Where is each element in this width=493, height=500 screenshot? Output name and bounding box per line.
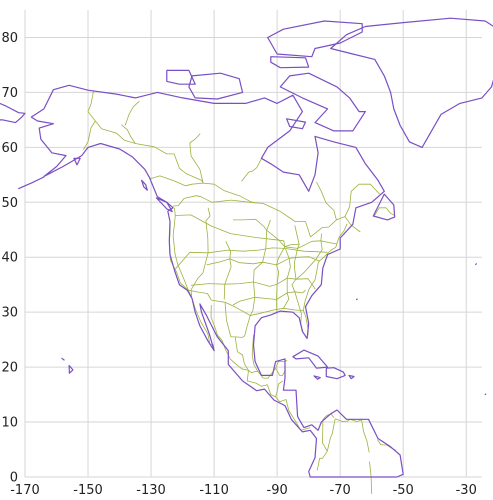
coastline-vancouver-island <box>155 197 173 213</box>
road-alaska-highway <box>94 120 204 184</box>
road-dalton-parks <box>87 91 96 141</box>
road-i-25 <box>223 241 232 300</box>
road-guatemala-belize <box>275 380 284 397</box>
x-tick-label: -50 <box>393 483 414 498</box>
gridlines <box>24 10 482 478</box>
coastline-newfoundland <box>372 193 396 221</box>
road-newfoundland-tch <box>374 207 395 216</box>
road-us-101 <box>168 223 189 291</box>
coastline-banks-island <box>166 69 196 85</box>
coastline-azores-dot <box>475 263 477 265</box>
coastline-jamaica <box>313 375 321 380</box>
x-tick-label: -90 <box>267 483 288 498</box>
road-brazil-north <box>369 461 373 495</box>
coastline-victoria-island <box>188 72 244 100</box>
road-quebec-north <box>316 181 337 221</box>
x-tick-label: -150 <box>73 483 103 498</box>
coastline-southampton-island <box>286 118 307 130</box>
road-i-65 <box>283 248 291 309</box>
road-i-40 <box>191 277 316 290</box>
y-tick-label: 80 <box>1 31 18 46</box>
x-tick-label: -70 <box>330 483 351 498</box>
road-labrador <box>344 183 380 217</box>
road-dempster <box>124 100 140 126</box>
road-i-81 <box>296 233 323 280</box>
y-tick-label: 40 <box>1 251 18 266</box>
road-mex-gulf <box>251 334 288 379</box>
coastline-baffin-island <box>279 72 366 132</box>
road-i-10 <box>188 289 304 316</box>
road-i-94 <box>233 218 300 248</box>
road-i-90 <box>175 214 337 249</box>
road-alaska-anchorage-kenai <box>82 140 89 150</box>
coastline-layer <box>0 17 493 478</box>
coastline-ellesmere-island <box>267 20 363 58</box>
y-tick-label: 70 <box>1 86 18 101</box>
road-i-75 <box>291 225 304 334</box>
road-i-15 <box>190 207 211 298</box>
axis-ticks: -170 -150 -130 -110 -90 -70 -50 -30 0 10 20 30 40 50 6… <box>1 31 476 498</box>
x-tick-label: -170 <box>10 483 40 498</box>
y-tick-label: 30 <box>1 306 18 321</box>
road-i-5 <box>172 207 193 298</box>
road-colombia-east <box>326 418 336 452</box>
road-i-95 <box>302 223 348 336</box>
road-yucatan <box>275 368 286 376</box>
road-mackenzie <box>189 133 204 184</box>
road-klondike <box>121 124 136 144</box>
coastline-cuba <box>292 349 329 369</box>
coastline-oahu-maui <box>61 357 65 361</box>
road-i-35 <box>246 219 271 327</box>
coastline-chukotka <box>0 102 26 124</box>
road-mex-15 <box>210 304 249 371</box>
y-tick-label: 50 <box>1 196 18 211</box>
coastline-cape-verde-dot <box>484 393 487 396</box>
road-i-55 <box>276 246 286 313</box>
y-tick-label: 20 <box>1 361 18 376</box>
road-venezuela <box>334 418 370 453</box>
coastline-hispaniola <box>325 367 346 380</box>
y-tick-label: 60 <box>1 141 18 156</box>
roads-layer <box>82 91 397 495</box>
x-tick-label: -30 <box>456 483 477 498</box>
x-tick-label: -130 <box>136 483 166 498</box>
coastline-haida-gwaii <box>141 179 148 191</box>
road-colombia-north <box>322 413 335 421</box>
y-tick-label: 0 <box>10 471 18 486</box>
road-hudson-bay-line <box>241 153 265 182</box>
road-i-80 <box>174 247 328 270</box>
road-mex-central <box>234 336 258 373</box>
coastline-north-america-mainland <box>30 84 404 478</box>
coastline-alaska-peninsula-aleutians <box>18 176 45 190</box>
coastline-hawaii <box>68 364 74 374</box>
coastline-bermuda-dot <box>356 298 358 301</box>
coastline-greenland <box>330 17 493 148</box>
x-tick-label: -110 <box>199 483 229 498</box>
y-tick-label: 10 <box>1 416 18 431</box>
coastline-kodiak-island <box>73 157 81 166</box>
coastline-puerto-rico <box>348 374 355 380</box>
coastline-devon-island <box>270 56 310 69</box>
